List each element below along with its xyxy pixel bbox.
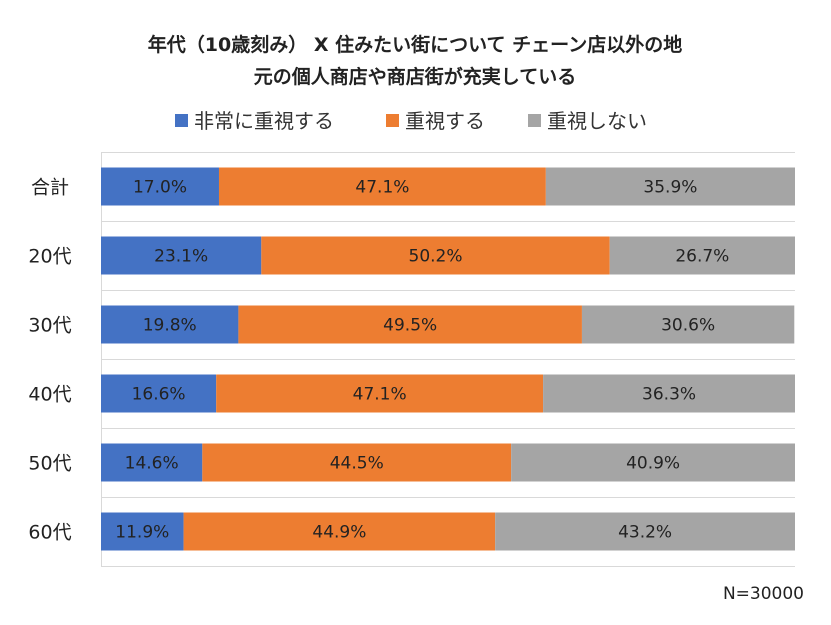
bar-value-label: 43.2% xyxy=(618,523,672,543)
bar-value-label: 47.1% xyxy=(353,385,407,405)
legend-label-series-3: 重視しない xyxy=(547,109,647,133)
bar-value-label: 26.7% xyxy=(675,247,729,267)
bar-value-label: 40.9% xyxy=(626,454,680,474)
bar-segment xyxy=(238,305,582,344)
bar-segment xyxy=(543,374,795,413)
category-label: 60代 xyxy=(28,522,71,544)
bar-value-label: 36.3% xyxy=(642,385,696,405)
chart-legend: 非常に重視する 重視する 重視しない xyxy=(175,109,647,133)
bar-value-label: 50.2% xyxy=(409,247,463,267)
bar-value-label: 44.5% xyxy=(330,454,384,474)
bar-segment xyxy=(581,305,795,344)
bar-value-label: 14.6% xyxy=(125,454,179,474)
bar-segment xyxy=(101,236,262,275)
bar-segment xyxy=(218,167,546,206)
chart-title-line-1: 年代（10歳刻み） X 住みたい街について チェーン店以外の地 xyxy=(148,33,682,56)
bar-segment xyxy=(495,512,795,551)
bar-segment xyxy=(183,512,496,551)
bar-value-label: 35.9% xyxy=(643,178,697,198)
legend-swatch-series-2 xyxy=(386,114,399,127)
bar-segment xyxy=(101,443,203,482)
category-label: 30代 xyxy=(28,315,71,337)
bar-value-label: 11.9% xyxy=(115,523,169,543)
legend-swatch-series-1 xyxy=(175,114,188,127)
bar-value-label: 44.9% xyxy=(312,523,366,543)
category-label: 50代 xyxy=(28,453,71,475)
chart-title: 年代（10歳刻み） X 住みたい街について チェーン店以外の地 元の個人商店や商… xyxy=(148,33,682,88)
bar-segment xyxy=(511,443,795,482)
bar-segment xyxy=(101,512,184,551)
chart-title-line-2: 元の個人商店や商店街が充実している xyxy=(254,65,576,88)
bar-value-label: 19.8% xyxy=(143,316,197,336)
bar-segment xyxy=(261,236,610,275)
category-label: 40代 xyxy=(28,384,71,406)
chart-grid xyxy=(101,152,795,567)
bar-value-label: 17.0% xyxy=(133,178,187,198)
bar-data-labels: 17.0% 47.1% 35.9% 23.1% 50.2% 26.7% 19.8% 49.5%… xyxy=(115,178,729,543)
category-label: 20代 xyxy=(28,246,71,268)
legend-label-series-1: 非常に重視する xyxy=(194,109,334,133)
bar-value-label: 30.6% xyxy=(661,316,715,336)
bar-segment xyxy=(101,305,239,344)
category-label: 合計 xyxy=(31,177,69,199)
legend-swatch-series-3 xyxy=(528,114,541,127)
sample-size-note: N=30000 xyxy=(723,584,804,604)
bar-segment xyxy=(216,374,544,413)
bar-value-label: 47.1% xyxy=(355,178,409,198)
bar-segment xyxy=(545,167,795,206)
bar-value-label: 49.5% xyxy=(383,316,437,336)
bar-segment xyxy=(101,167,219,206)
bar-segment xyxy=(101,374,217,413)
legend-label-series-2: 重視する xyxy=(405,109,485,133)
bar-segment xyxy=(609,236,795,275)
category-axis-labels: 合計 20代 30代 40代 50代 60代 xyxy=(28,177,71,544)
bar-segment xyxy=(202,443,512,482)
bar-segments xyxy=(101,167,795,551)
bar-value-label: 16.6% xyxy=(132,385,186,405)
bar-value-label: 23.1% xyxy=(154,247,208,267)
